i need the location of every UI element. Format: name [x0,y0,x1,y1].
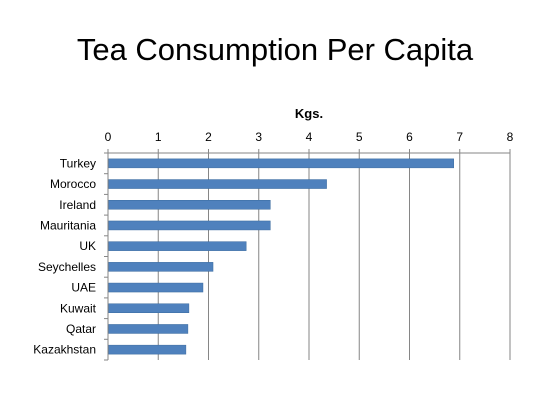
x-tick-label: 6 [406,130,413,144]
category-label: Seychelles [38,260,96,274]
x-tick-labels: 0 1 2 3 4 5 6 7 8 [105,130,514,144]
bar-seychelles [108,262,214,272]
x-tick-label: 8 [507,130,514,144]
bars [108,158,454,355]
bar-qatar [108,324,189,334]
category-labels: Turkey Morocco Ireland Mauritania UK Seychell… [33,156,96,356]
x-tick-label: 2 [205,130,212,144]
chart-title: Tea Consumption Per Capita [76,32,474,67]
category-label: Morocco [50,177,96,191]
x-tick-label: 1 [155,130,162,144]
x-axis-title: Kgs. [295,106,323,121]
x-tick-label: 0 [105,130,112,144]
category-label: UK [79,239,96,253]
x-tick-label: 3 [255,130,262,144]
bar-uk [108,241,247,251]
x-tick-label: 4 [306,130,313,144]
category-label: Qatar [66,322,96,336]
bar-kuwait [108,303,190,313]
axes [104,152,510,361]
category-label: Mauritania [40,218,96,232]
category-label: UAE [71,281,96,295]
bar-ireland [108,200,271,210]
category-label: Turkey [60,156,96,170]
bar-morocco [108,179,327,189]
category-label: Ireland [59,198,96,212]
bar-mauritania [108,220,271,231]
x-tick-label: 7 [456,130,463,144]
bar-turkey [108,158,454,169]
x-tick-label: 5 [356,130,363,144]
category-label: Kazakhstan [33,343,96,357]
category-label: Kuwait [60,301,97,315]
bar-uae [108,282,204,293]
bar-kazakhstan [108,344,187,355]
